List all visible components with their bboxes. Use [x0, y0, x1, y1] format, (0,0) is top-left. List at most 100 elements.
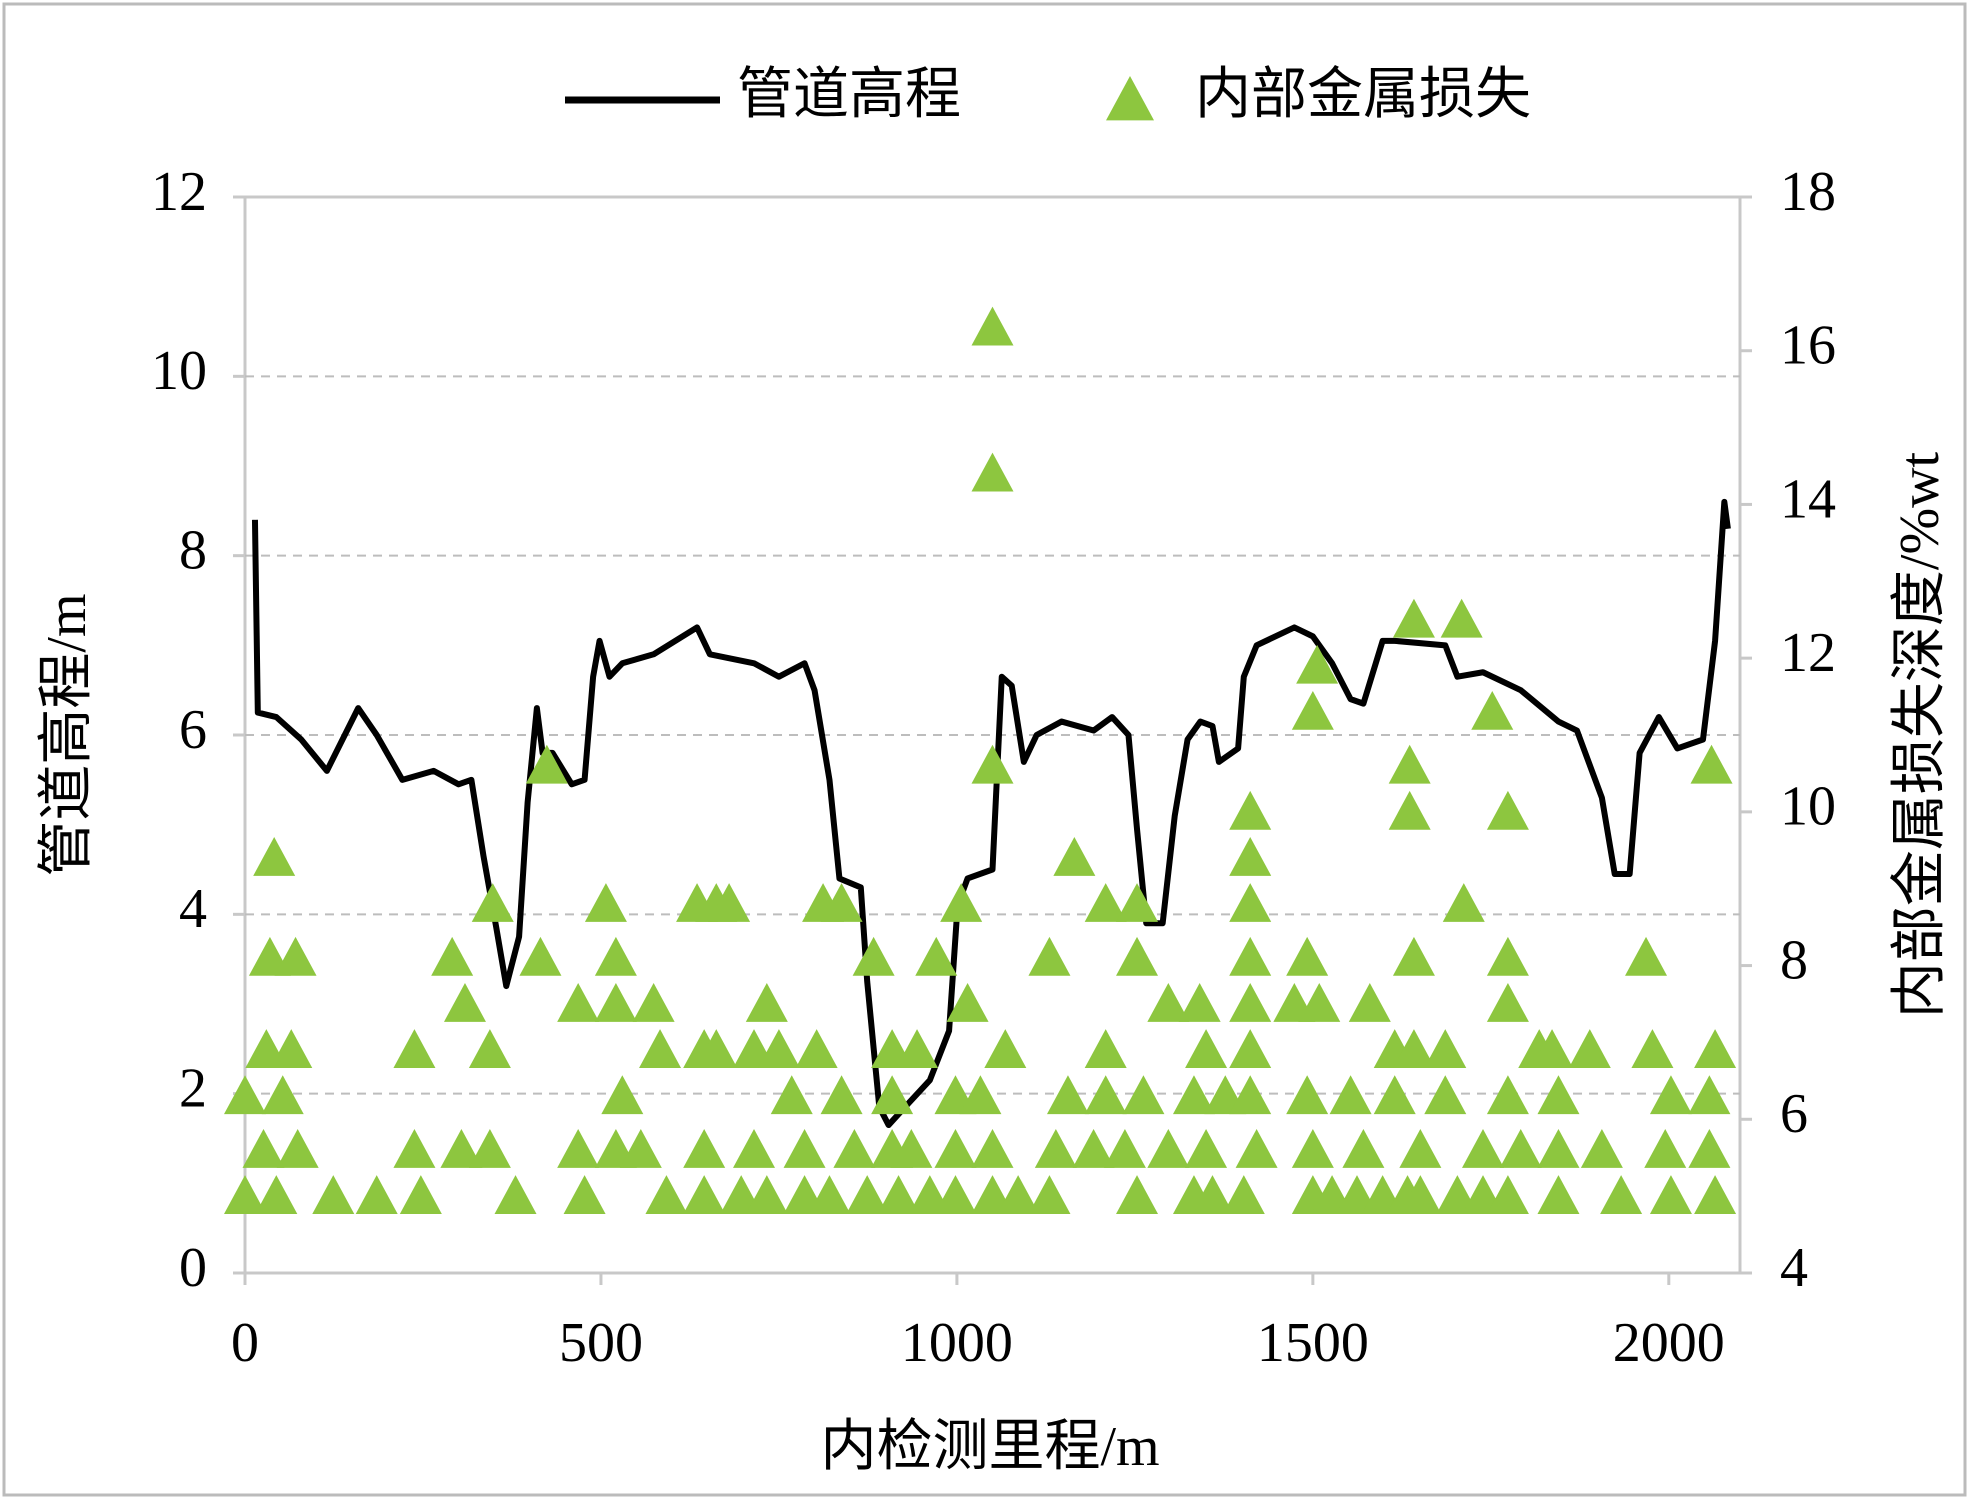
- loss-marker: [820, 1075, 863, 1115]
- loss-marker: [443, 983, 486, 1022]
- x-axis-title: 内检测里程/m: [820, 1416, 1159, 1478]
- loss-marker: [1342, 1129, 1385, 1168]
- loss-marker: [733, 1129, 776, 1168]
- loss-marker: [934, 1175, 977, 1214]
- loss-marker: [1229, 983, 1272, 1022]
- y-tick-label: 12: [151, 161, 207, 223]
- loss-marker: [1116, 936, 1159, 976]
- loss-marker: [915, 936, 958, 976]
- y2-tick-label: 12: [1780, 622, 1836, 684]
- loss-marker: [1424, 1075, 1467, 1115]
- loss-marker: [645, 1175, 688, 1214]
- loss-marker: [1185, 1129, 1228, 1168]
- loss-marker: [940, 883, 983, 922]
- loss-marker: [584, 883, 627, 922]
- loss-marker: [896, 1029, 939, 1068]
- loss-marker: [1388, 790, 1431, 830]
- y2-tick-label: 16: [1780, 315, 1836, 377]
- legend-label: 管道高程: [737, 64, 961, 126]
- loss-marker: [683, 1175, 726, 1214]
- loss-marker: [1286, 1075, 1329, 1115]
- y2-tick-label: 18: [1780, 161, 1836, 223]
- loss-marker: [745, 1175, 788, 1214]
- loss-marker: [557, 983, 600, 1022]
- loss-marker: [971, 306, 1014, 346]
- loss-marker: [1486, 790, 1529, 830]
- y-tick-label: 2: [179, 1058, 207, 1120]
- loss-marker: [1537, 1129, 1580, 1168]
- loss-marker: [393, 1029, 436, 1068]
- loss-marker: [468, 1129, 511, 1168]
- x-tick-label: 1000: [901, 1312, 1013, 1374]
- loss-marker: [1388, 744, 1431, 784]
- loss-marker: [1286, 936, 1329, 976]
- loss-marker: [1399, 1175, 1442, 1214]
- loss-marker: [255, 1175, 298, 1214]
- loss-marker: [1296, 644, 1339, 684]
- loss-marker: [1392, 936, 1435, 976]
- loss-marker: [1122, 1075, 1165, 1115]
- x-tick-label: 0: [231, 1312, 259, 1374]
- loss-marker: [1229, 790, 1272, 830]
- loss-marker: [871, 1075, 914, 1115]
- loss-marker: [1348, 983, 1391, 1022]
- loss-marker: [1537, 1175, 1580, 1214]
- loss-marker: [594, 983, 637, 1022]
- loss-marker: [770, 1075, 813, 1115]
- y-tick-label: 4: [179, 878, 207, 940]
- loss-marker: [494, 1175, 537, 1214]
- loss-marker: [997, 1175, 1040, 1214]
- loss-marker: [355, 1175, 398, 1214]
- legend-label: 内部金属损失: [1195, 64, 1531, 126]
- loss-marker: [877, 1175, 920, 1214]
- loss-marker: [795, 1029, 838, 1068]
- loss-marker: [1229, 936, 1272, 976]
- loss-marker: [519, 936, 562, 976]
- loss-marker: [1028, 1175, 1071, 1214]
- y2-tick-label: 6: [1780, 1083, 1808, 1145]
- loss-marker: [1084, 1029, 1127, 1068]
- loss-marker: [1486, 936, 1529, 976]
- loss-marker: [312, 1175, 355, 1214]
- loss-marker: [783, 1129, 826, 1168]
- loss-marker: [253, 836, 296, 876]
- loss-marker: [1649, 1075, 1692, 1115]
- loss-marker: [1034, 1129, 1077, 1168]
- loss-marker: [683, 1129, 726, 1168]
- y-tick-label: 8: [179, 520, 207, 582]
- y-tick-label: 10: [151, 340, 207, 402]
- loss-marker: [270, 1029, 313, 1068]
- loss-marker: [1172, 1075, 1215, 1115]
- loss-marker: [1147, 983, 1190, 1022]
- loss-marker: [1690, 744, 1733, 784]
- loss-marker: [1178, 983, 1221, 1022]
- loss-marker: [984, 1029, 1027, 1068]
- loss-marker: [1694, 1175, 1737, 1214]
- loss-marker: [1694, 1029, 1737, 1068]
- loss-marker: [1116, 883, 1159, 922]
- loss-marker: [1462, 1129, 1505, 1168]
- loss-marker: [471, 883, 514, 922]
- loss-marker: [1688, 1129, 1731, 1168]
- loss-marker: [808, 1175, 851, 1214]
- loss-marker: [1298, 983, 1341, 1022]
- loss-marker: [1499, 1129, 1542, 1168]
- loss-marker: [1185, 1029, 1228, 1068]
- y2-tick-label: 8: [1780, 929, 1808, 991]
- loss-marker: [224, 1175, 266, 1214]
- loss-marker: [1373, 1075, 1416, 1115]
- loss-marker: [1103, 1129, 1146, 1168]
- loss-marker: [1537, 1075, 1580, 1115]
- loss-marker: [557, 1129, 600, 1168]
- loss-marker: [708, 883, 751, 922]
- loss-marker: [890, 1129, 933, 1168]
- loss-marker: [695, 1029, 738, 1068]
- loss-marker: [276, 1129, 319, 1168]
- elevation-line: [251, 498, 1731, 1129]
- y-tick-label: 0: [179, 1237, 207, 1299]
- loss-marker: [1600, 1175, 1643, 1214]
- loss-marker: [1568, 1029, 1611, 1068]
- loss-marker: [1625, 936, 1668, 976]
